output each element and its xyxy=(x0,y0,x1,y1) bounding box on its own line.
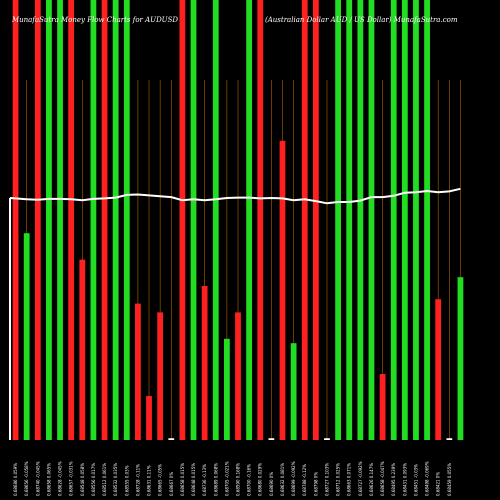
money-flow-bar xyxy=(168,438,175,440)
money-flow-bar xyxy=(12,0,19,440)
x-tick-label: 0.68736 -0.13% xyxy=(202,464,207,496)
line-group xyxy=(9,187,461,440)
money-flow-bar xyxy=(346,0,353,440)
money-flow-bar xyxy=(146,396,152,440)
x-tick-label: 0.68512 0.061% xyxy=(102,463,107,496)
money-flow-bar xyxy=(79,259,86,440)
price-line xyxy=(9,187,461,205)
money-flow-bar xyxy=(390,0,397,440)
money-flow-bar xyxy=(312,0,319,440)
chart-title: MunafaSutra Money Flow Charts for AUDUSD xyxy=(12,16,178,24)
x-tick-label: 0.68788 -0.12% xyxy=(302,464,307,496)
money-flow-bar xyxy=(157,312,164,440)
money-flow-bar xyxy=(212,0,219,440)
money-flow-bar xyxy=(435,299,442,440)
x-tick-label: 0.68727 -0.092% xyxy=(358,461,363,496)
x-tick-labels: 0.68686 0.059% 0.68656 -0.058% 0.68740 -0.… xyxy=(13,461,452,496)
x-tick-label: 0.68658 0.065% xyxy=(46,463,51,496)
money-flow-bar xyxy=(379,374,386,440)
money-flow-bar xyxy=(335,0,341,440)
x-tick-label: 0.68555 0.03% xyxy=(124,465,129,496)
x-tick-label: 0.68686 0.059% xyxy=(13,463,18,496)
money-flow-bar xyxy=(279,140,286,441)
x-tick-label: 0.68712 0.025% xyxy=(336,463,341,496)
x-tick-label: 0.68498 -0.069% xyxy=(425,461,430,496)
money-flow-bar xyxy=(23,233,30,440)
money-flow-bar xyxy=(101,0,108,440)
x-tick-label: 0.68728 -0.11% xyxy=(135,464,140,496)
x-tick-label: 0.68548 0.058% xyxy=(80,463,85,496)
money-flow-bar xyxy=(190,0,197,440)
money-flow-bar xyxy=(201,286,208,440)
x-tick-label: 0.68663 0.071% xyxy=(347,463,352,496)
money-flow-bar xyxy=(68,0,75,440)
money-flow-bar xyxy=(246,0,253,440)
x-tick-label: 0.68798 0% xyxy=(313,472,318,496)
money-flow-bar xyxy=(123,0,130,440)
money-flow-bar xyxy=(457,277,464,440)
x-tick-label: 0.68632 0.081% xyxy=(280,463,285,496)
money-flow-bar xyxy=(290,343,297,440)
x-tick-label: 0.68631 0.11% xyxy=(147,465,152,496)
money-flow-bar xyxy=(401,0,408,440)
money-flow-bar xyxy=(57,0,63,440)
money-flow-bar xyxy=(90,0,97,440)
x-tick-label: 0.68705 -0.021% xyxy=(224,461,229,496)
x-tick-label: 0.68658 -0.047% xyxy=(380,461,385,496)
x-tick-label: 0.68727 0.103% xyxy=(325,463,330,496)
x-tick-label: 0.68626 0.147% xyxy=(369,463,374,496)
x-tick-label: 0.68667 0% xyxy=(169,472,174,496)
money-flow-bar xyxy=(223,338,230,440)
x-tick-label: 0.68689 0.068% xyxy=(213,463,218,496)
money-flow-bar xyxy=(368,0,375,440)
money-flow-bar xyxy=(446,438,453,440)
money-flow-bar xyxy=(235,312,241,440)
x-tick-label: 0.68665 -0.05% xyxy=(158,464,163,496)
money-flow-bar xyxy=(46,0,52,440)
money-flow-bar xyxy=(413,0,419,440)
x-tick-label: 0.68459 0.055% xyxy=(447,463,452,496)
money-flow-bar xyxy=(112,0,119,440)
money-flow-bar xyxy=(268,438,275,440)
money-flow-bar xyxy=(301,0,308,440)
x-tick-label: 0.68421 0% xyxy=(436,472,441,496)
money-flow-bar xyxy=(34,0,41,440)
money-flow-bar xyxy=(179,0,186,440)
x-tick-label: 0.68658 0.015% xyxy=(180,463,185,496)
bars-group xyxy=(12,0,464,441)
x-tick-label: 0.68740 -0.045% xyxy=(35,461,40,496)
x-tick-label: 0.68680 0.029% xyxy=(258,463,263,496)
x-tick-label: 0.68556 0.017% xyxy=(91,463,96,496)
x-tick-label: 0.68628 -0.045% xyxy=(58,461,63,496)
x-tick-label: 0.68657 -0.031% xyxy=(69,461,74,496)
x-tick-label: 0.68656 -0.058% xyxy=(24,461,29,496)
money-flow-bar xyxy=(357,0,364,440)
money-flow-bar xyxy=(424,0,430,440)
x-tick-label: 0.68495 0.239% xyxy=(391,463,396,496)
x-tick-label: 0.68700 -0.16% xyxy=(247,464,252,496)
x-tick-label: 0.68648 0.015% xyxy=(191,463,196,496)
money-flow-bar xyxy=(324,438,330,440)
x-tick-label: 0.68431 0.093% xyxy=(402,463,407,496)
x-tick-label: 0.68532 0.035% xyxy=(113,463,118,496)
money-flow-bar xyxy=(135,303,141,440)
x-tick-label: 0.68590 0.168% xyxy=(236,463,241,496)
x-tick-label: 0.68690 0% xyxy=(269,472,274,496)
chart-subtitle: (Australian Dollar AUD / US Dollar) Muna… xyxy=(265,16,458,24)
x-tick-label: 0.68699 -0.092% xyxy=(291,461,296,496)
money-flow-bar xyxy=(257,0,264,440)
x-tick-label: 0.68451 -0.03% xyxy=(414,464,419,496)
